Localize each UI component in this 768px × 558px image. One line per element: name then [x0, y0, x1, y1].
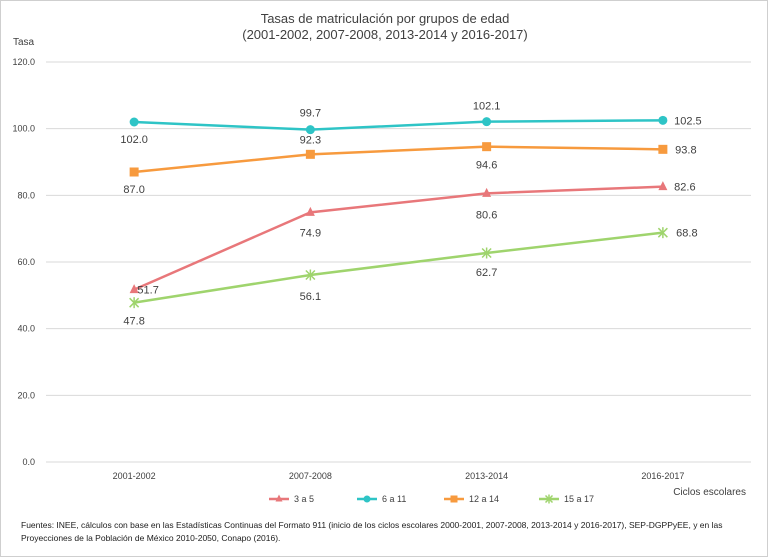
legend-item: 15 a 17 — [539, 494, 594, 504]
legend-label: 6 a 11 — [382, 494, 406, 504]
data-label: 99.7 — [300, 108, 321, 120]
y-axis-title: Tasa — [13, 37, 35, 48]
y-tick-label: 80.0 — [17, 190, 35, 200]
y-tick-label: 100.0 — [12, 124, 35, 134]
point-marker — [305, 269, 316, 281]
data-label: 74.9 — [300, 227, 321, 239]
point-marker — [482, 142, 492, 152]
data-label: 47.8 — [123, 316, 144, 328]
series-line-3-a-5 — [133, 185, 663, 291]
legend: 3 a 5 6 a 11 12 a 14 15 a 17 — [269, 494, 594, 504]
data-label: 94.6 — [476, 160, 497, 172]
legend-item: 3 a 5 — [269, 494, 314, 504]
point-marker — [275, 494, 283, 502]
y-tick-label: 0.0 — [22, 457, 35, 467]
data-label: 102.1 — [473, 101, 501, 113]
point-marker — [482, 187, 492, 197]
series-lines — [129, 115, 668, 309]
source-note: Fuentes: INEE, cálculos con base en las … — [21, 520, 723, 543]
point-marker — [544, 494, 554, 504]
legend-item: 6 a 11 — [357, 494, 406, 504]
data-label: 93.8 — [675, 144, 696, 156]
data-label: 102.0 — [120, 134, 148, 146]
data-label: 82.6 — [674, 182, 695, 194]
gridlines — [46, 61, 751, 463]
chart-subtitle: (2001-2002, 2007-2008, 2013-2014 y 2016-… — [242, 27, 528, 42]
legend-label: 12 a 14 — [469, 494, 499, 504]
point-marker — [129, 117, 139, 127]
point-marker — [658, 144, 668, 154]
data-label: 102.5 — [674, 115, 702, 127]
data-labels: 51.7 74.9 80.6 82.6 102.0 99.7 102.1 102.5 87.0 9… — [120, 101, 701, 328]
y-axis-ticks: 0.0 20.0 40.0 60.0 80.0 100.0 120.0 — [12, 57, 35, 467]
point-marker — [363, 495, 371, 503]
series-line-6-a-11 — [134, 119, 663, 131]
data-label: 62.7 — [476, 267, 497, 279]
point-marker — [305, 206, 315, 216]
x-axis-ticks: 2001-2002 2007-2008 2013-2014 2016-2017 — [113, 471, 685, 481]
legend-label: 15 a 17 — [564, 494, 594, 504]
data-label: 92.3 — [300, 134, 321, 146]
x-axis-title: Ciclos escolares — [673, 487, 746, 498]
data-label: 56.1 — [300, 291, 321, 303]
point-marker — [305, 125, 315, 135]
x-tick-label: 2013-2014 — [465, 471, 508, 481]
point-marker — [481, 247, 492, 259]
data-label: 87.0 — [123, 184, 144, 196]
point-marker — [658, 115, 668, 125]
series-line-15-a-17 — [133, 231, 664, 304]
y-tick-label: 20.0 — [17, 390, 35, 400]
x-tick-label: 2016-2017 — [641, 471, 684, 481]
point-marker — [657, 227, 668, 239]
legend-label: 3 a 5 — [294, 494, 314, 504]
x-tick-label: 2007-2008 — [289, 471, 332, 481]
point-marker — [482, 117, 492, 127]
point-marker — [658, 181, 668, 191]
legend-item: 12 a 14 — [444, 494, 499, 504]
y-tick-label: 40.0 — [17, 324, 35, 334]
point-marker — [129, 297, 140, 309]
chart-title: Tasas de matriculación por grupos de eda… — [261, 11, 510, 26]
data-label: 80.6 — [476, 209, 497, 221]
y-tick-label: 120.0 — [12, 57, 35, 67]
point-marker — [129, 167, 139, 177]
point-marker — [305, 149, 315, 159]
x-tick-label: 2001-2002 — [113, 471, 156, 481]
data-label: 68.8 — [676, 228, 697, 240]
point-marker — [450, 495, 458, 503]
data-label: 51.7 — [137, 285, 158, 297]
point-marker — [129, 284, 139, 294]
series-line-12-a-14 — [134, 145, 663, 174]
y-tick-label: 60.0 — [17, 257, 35, 267]
